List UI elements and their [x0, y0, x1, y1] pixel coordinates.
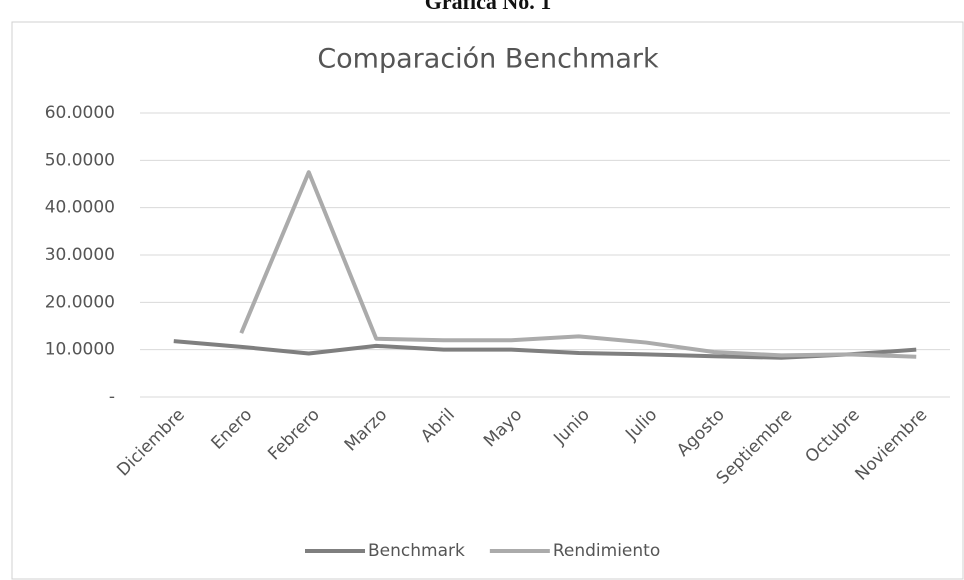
y-tick-label: 40.0000: [45, 198, 115, 218]
caption: Grafica No. 1: [425, 0, 551, 14]
y-tick-label: 10.0000: [45, 340, 115, 360]
y-tick-label: -: [109, 387, 115, 407]
y-tick-label: 30.0000: [45, 245, 115, 265]
chart-frame: [11, 21, 964, 580]
y-tick-label: 50.0000: [45, 150, 115, 170]
chart-title: Comparación Benchmark: [317, 44, 659, 75]
legend-label: Benchmark: [368, 541, 465, 561]
y-tick-label: 60.0000: [45, 103, 115, 123]
series-line: [239, 170, 917, 359]
legend-label: Rendimiento: [553, 541, 660, 561]
y-tick-label: 20.0000: [45, 292, 115, 312]
